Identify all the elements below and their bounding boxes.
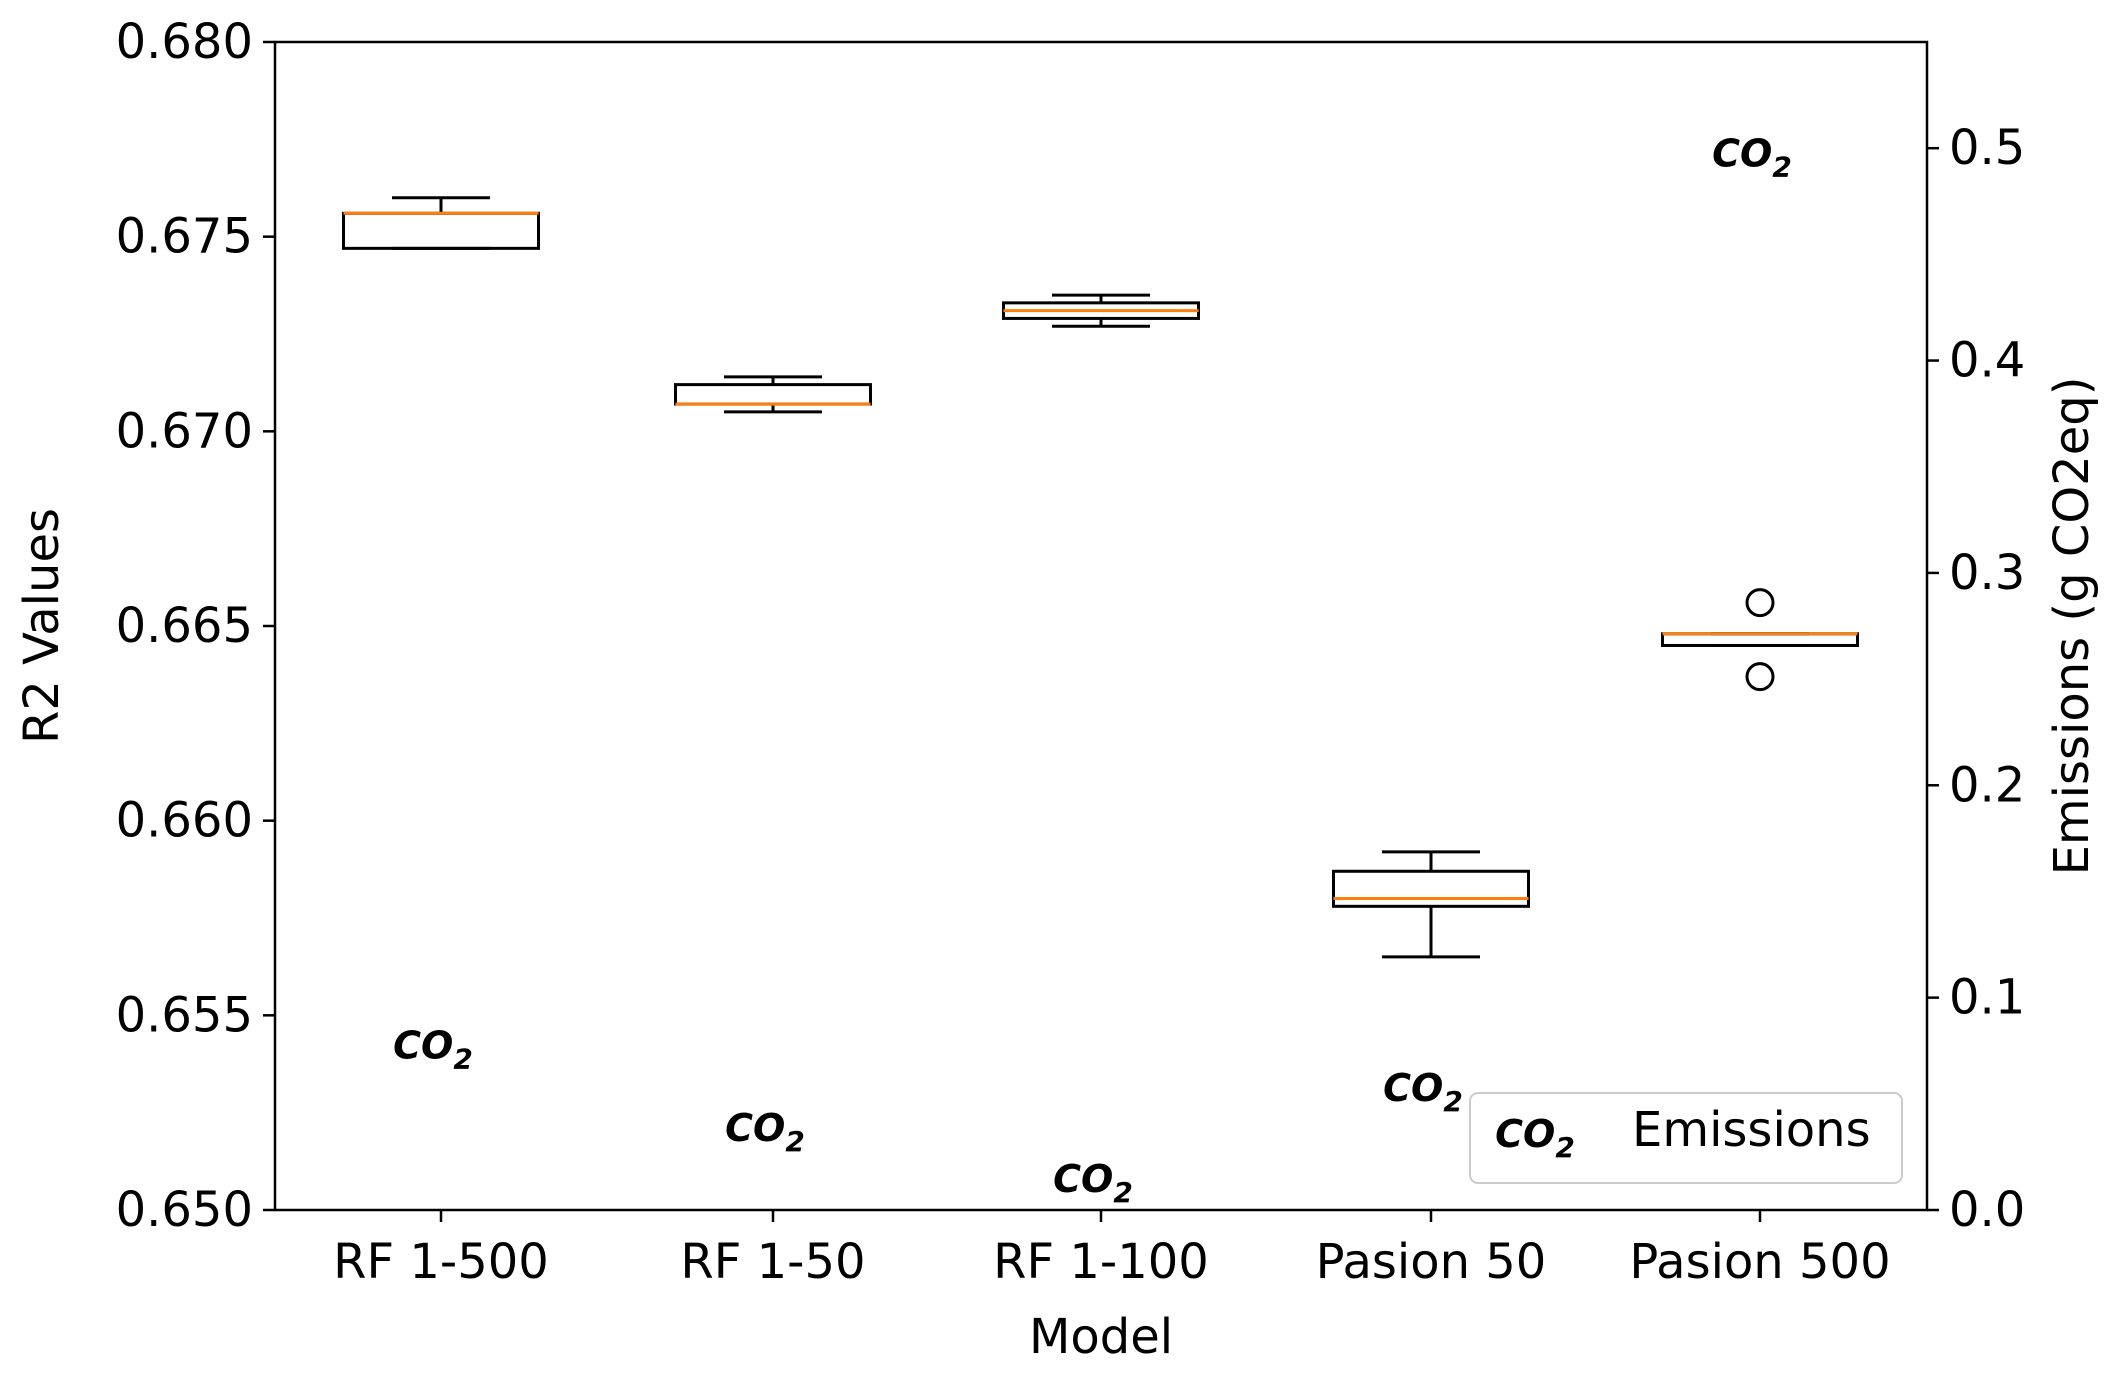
y2-tick-label: 0.3	[1949, 545, 2025, 601]
y-tick-label: 0.675	[116, 209, 253, 265]
emissions-point: CO2	[393, 1023, 473, 1075]
legend: CO2 Emissions	[1469, 1092, 1903, 1184]
plot-frame	[273, 40, 1929, 1212]
x-tick-label: RF 1-100	[993, 1234, 1209, 1290]
emissions-point-text: CO2	[393, 1023, 473, 1075]
boxplot-4	[1332, 850, 1530, 959]
boxplots	[342, 196, 1859, 959]
y2-axis-title: Emissions (g CO2eq)	[2044, 377, 2100, 876]
emissions-point-text: CO2	[1053, 1157, 1133, 1209]
x-axis-title: Model	[1029, 1309, 1173, 1365]
legend-label: Emissions	[1632, 1102, 1871, 1158]
x-tick-label: Pasion 50	[1316, 1234, 1547, 1290]
emissions-point-text: CO2	[1712, 131, 1792, 183]
emissions-point: CO2	[725, 1106, 805, 1158]
y-tick-label: 0.680	[116, 14, 253, 70]
emissions-point-text: CO2	[725, 1106, 805, 1158]
emissions-point: CO2	[1712, 131, 1792, 183]
box	[674, 383, 872, 406]
emissions-series: CO2 CO2 CO2 CO2 CO2	[393, 131, 1792, 1209]
emissions-point-text: CO2	[1383, 1066, 1463, 1118]
emissions-point: CO2	[1383, 1066, 1463, 1118]
outlier-point	[1745, 588, 1775, 618]
y-tick-label: 0.660	[116, 793, 253, 849]
left-axis-ticks: 0.650 0.655 0.660 0.665 0.670 0.675 0.680	[116, 14, 275, 1238]
y-tick-label: 0.665	[116, 598, 253, 654]
y-tick-label: 0.650	[116, 1182, 253, 1238]
x-axis-ticks: RF 1-500 RF 1-50 RF 1-100 Pasion 50 Pasion 5…	[333, 1210, 1891, 1290]
y-tick-label: 0.670	[116, 403, 253, 459]
legend-frame	[1469, 1092, 1903, 1184]
outlier-point	[1745, 662, 1775, 692]
right-axis-ticks: 0.0 0.1 0.2 0.3 0.4 0.5	[1927, 120, 2025, 1238]
y2-tick-label: 0.2	[1949, 757, 2025, 813]
boxplot-1	[342, 196, 540, 250]
emissions-point: CO2	[1053, 1157, 1133, 1209]
box	[1661, 632, 1859, 647]
y-tick-label: 0.655	[116, 987, 253, 1043]
boxplot-2	[674, 375, 872, 414]
y2-tick-label: 0.4	[1949, 333, 2025, 389]
x-tick-label: RF 1-50	[680, 1234, 865, 1290]
x-tick-label: Pasion 500	[1629, 1234, 1890, 1290]
y2-tick-label: 0.1	[1949, 970, 2025, 1026]
x-tick-label: RF 1-500	[333, 1234, 549, 1290]
y-axis-title: R2 Values	[14, 508, 70, 744]
boxplot-5	[1661, 588, 1859, 692]
box	[1332, 869, 1530, 908]
y2-tick-label: 0.0	[1949, 1182, 2025, 1238]
box	[342, 211, 540, 250]
y2-tick-label: 0.5	[1949, 120, 2025, 176]
boxplot-3	[1002, 293, 1200, 328]
